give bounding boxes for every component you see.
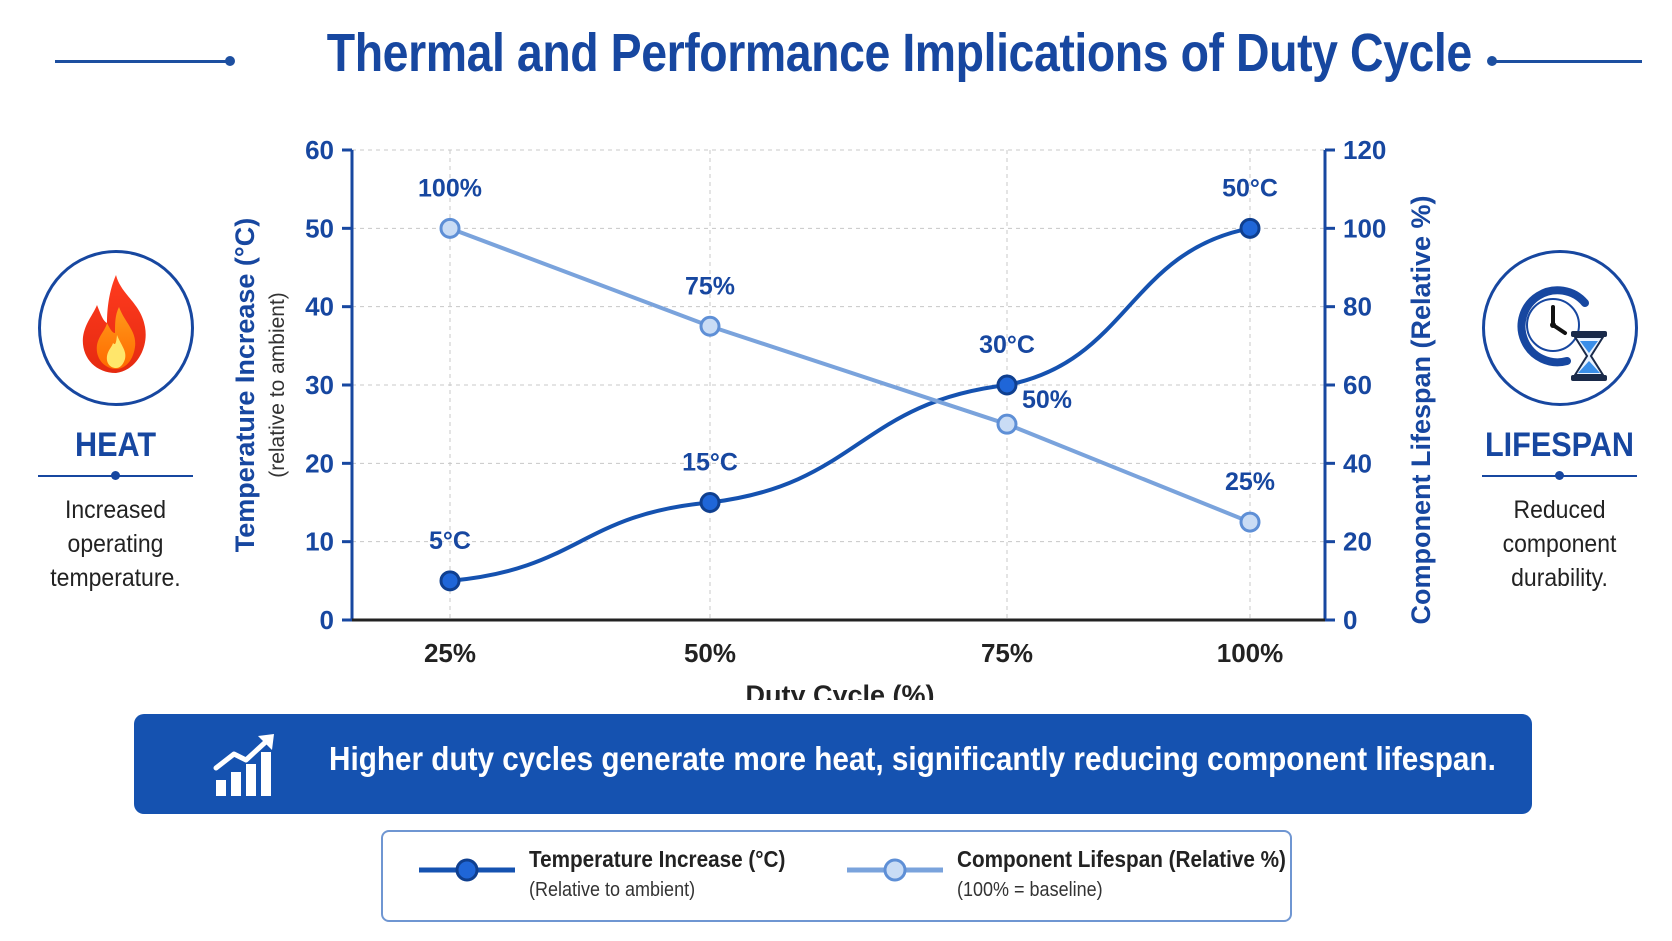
- data-point-lifespan: [699, 315, 721, 337]
- legend-subtitle-lifespan: (100% = baseline): [957, 879, 1103, 901]
- data-point-temperature: [439, 570, 461, 592]
- y-left-tick-label: 0: [320, 605, 334, 635]
- y-right-tick-label: 20: [1343, 527, 1372, 557]
- y-right-tick-label: 120: [1343, 135, 1386, 165]
- y-right-tick-label: 40: [1343, 448, 1372, 478]
- summary-banner: Higher duty cycles generate more heat, s…: [134, 714, 1532, 814]
- chart-legend: Temperature Increase (°C) (Relative to a…: [381, 830, 1292, 922]
- series-line-lifespan: [448, 226, 1252, 525]
- data-label-lifespan: 100%: [418, 174, 482, 202]
- series-line-temperature: [448, 226, 1252, 583]
- lifespan-desc-line: durability.: [1511, 564, 1608, 592]
- data-label-lifespan: 25%: [1225, 468, 1275, 496]
- data-label-lifespan: 75%: [685, 272, 735, 300]
- legend-title-temperature: Temperature Increase (°C): [529, 846, 786, 872]
- data-point-lifespan: [996, 413, 1018, 435]
- lifespan-divider: [1482, 469, 1637, 483]
- legend-subtitle-temperature: (Relative to ambient): [529, 879, 696, 901]
- data-label-temperature: 15°C: [682, 449, 738, 477]
- heat-desc-line: Increased: [64, 496, 166, 524]
- data-point-temperature: [699, 492, 721, 513]
- data-point-lifespan: [1239, 511, 1261, 533]
- y-left-axis-sublabel: (relative to ambient): [266, 292, 289, 478]
- heat-desc-line: operating: [67, 530, 164, 558]
- banner-text: Higher duty cycles generate more heat, s…: [329, 740, 1496, 777]
- lifespan-description: Reduced component durability.: [1479, 493, 1640, 595]
- data-label-temperature: 50°C: [1222, 174, 1278, 202]
- y-right-tick-label: 60: [1343, 370, 1372, 400]
- data-point-lifespan: [439, 217, 461, 239]
- heat-label: HEAT: [74, 426, 157, 464]
- x-tick-label: 25%: [424, 638, 476, 668]
- page-title: Thermal and Performance Implications of …: [326, 23, 1472, 83]
- lifespan-label: LIFESPAN: [1484, 426, 1635, 464]
- x-tick-label: 100%: [1217, 638, 1284, 668]
- lifespan-icon-circle: [1481, 250, 1638, 406]
- y-left-tick-label: 10: [305, 527, 334, 557]
- data-label-lifespan: 50%: [1022, 386, 1072, 414]
- x-tick-label: 75%: [981, 638, 1033, 668]
- heat-panel: HEAT Increased operating temperature.: [28, 250, 203, 595]
- y-right-tick-label: 0: [1343, 605, 1357, 635]
- title-rule-left: [55, 60, 230, 63]
- title-rule-right: [1492, 60, 1642, 63]
- heat-divider: [38, 469, 193, 483]
- growth-chart-icon: [213, 734, 274, 796]
- y-right-axis-label: Component Lifespan (Relative %): [1406, 195, 1436, 624]
- y-right-tick-label: 100: [1343, 213, 1386, 243]
- x-tick-label: 50%: [684, 638, 736, 668]
- heat-icon-circle: [37, 250, 194, 406]
- heat-desc-line: temperature.: [50, 564, 181, 592]
- x-axis-label: Duty Cycle (%): [745, 680, 934, 700]
- lifespan-desc-line: Reduced: [1513, 496, 1606, 524]
- y-left-tick-label: 50: [305, 213, 334, 243]
- data-point-temperature: [1239, 217, 1261, 239]
- y-left-axis-label: Temperature Increase (°C): [230, 218, 260, 552]
- y-left-tick-label: 20: [305, 448, 334, 478]
- title-dot-left: [225, 56, 235, 66]
- data-label-temperature: 30°C: [979, 331, 1035, 359]
- legend-swatch-temperature: [419, 858, 515, 882]
- legend-swatch-lifespan: [847, 858, 943, 882]
- y-left-tick-label: 40: [305, 292, 334, 322]
- y-left-tick-label: 30: [305, 370, 334, 400]
- flame-icon: [82, 275, 146, 373]
- title-row: Thermal and Performance Implications of …: [0, 14, 1672, 94]
- heat-description: Increased operating temperature.: [35, 493, 196, 595]
- lifespan-panel: LIFESPAN Reduced component durability.: [1472, 250, 1647, 595]
- y-left-tick-label: 60: [305, 135, 334, 165]
- data-point-temperature: [996, 374, 1018, 396]
- data-label-temperature: 5°C: [429, 527, 471, 555]
- dual-axis-line-chart: 0 10 20 30 40 50 60 0 20 40 60 80 100 120 25% 50% 75% 100…: [230, 135, 1436, 700]
- clock-hourglass-icon: [1517, 286, 1607, 381]
- legend-title-lifespan: Component Lifespan (Relative %): [957, 846, 1286, 872]
- lifespan-desc-line: component: [1502, 530, 1617, 558]
- y-right-tick-label: 80: [1343, 292, 1372, 322]
